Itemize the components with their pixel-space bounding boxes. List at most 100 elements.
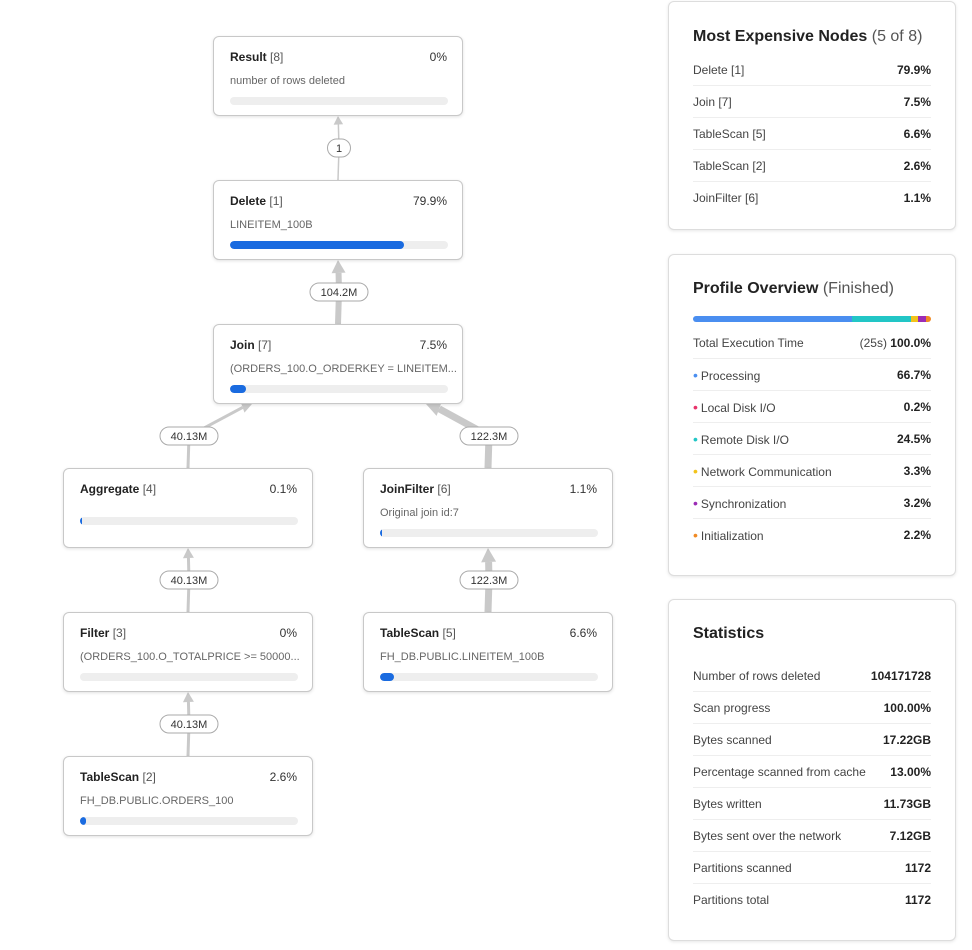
node-percent: 2.6% [269, 770, 297, 784]
node-title: Delete [1] [230, 194, 283, 208]
node-detail: Original join id:7 [380, 507, 459, 519]
row-label: JoinFilter [6] [693, 190, 759, 205]
node: Result [8] 0% number of rows deleted [213, 36, 463, 116]
legend-dot: • [693, 526, 698, 543]
row-value: 7.5% [903, 94, 931, 109]
row-value: 100.00% [883, 700, 931, 715]
row-value: 1.1% [903, 190, 931, 205]
row: • Network Communication 3.3% [693, 455, 931, 487]
row-value: 3.2% [903, 495, 931, 510]
node-name: Result [230, 50, 267, 64]
progress-track [230, 385, 448, 393]
row-value: 6.6% [903, 126, 931, 141]
row-value: 0.2% [903, 399, 931, 414]
legend-dot: • [693, 494, 698, 511]
edge-pill [159, 426, 219, 446]
row-value: 1172 [904, 892, 931, 907]
category-name: Initialization [700, 528, 764, 543]
node-percent: 0% [429, 50, 447, 64]
row-label: • Initialization [693, 527, 764, 543]
arrow-head [182, 692, 194, 703]
edge-pill [309, 282, 369, 302]
edge-pill [159, 570, 219, 590]
row-value: 66.7% [896, 367, 931, 382]
edge-pill [159, 714, 219, 734]
row: Scan progress 100.00% [693, 692, 931, 724]
node: JoinFilter [6] 1.1% Original join id:7 [363, 468, 613, 548]
arrow-head [240, 402, 252, 413]
panel-title: Most Expensive Nodes (5 of 8) [693, 28, 922, 46]
row: Bytes written 11.73GB [693, 788, 931, 820]
legend-dot: • [693, 398, 698, 415]
row: • Processing 66.7% [693, 359, 931, 391]
category-name: Processing [700, 368, 761, 383]
edge-pill [459, 426, 519, 446]
row-label: • Network Communication [693, 463, 832, 479]
row-label: Join [7] [693, 94, 732, 109]
node-title: TableScan [2] [80, 770, 156, 784]
node: Join [7] 7.5% (ORDERS_100.O_ORDERKEY = LIN… [213, 324, 463, 404]
node-percent: 0% [279, 626, 297, 640]
row-value: 104171728 [870, 668, 931, 683]
arrow-head [331, 260, 346, 274]
arrow-head [481, 548, 497, 563]
row: Total Execution Time (25s) 100.0% [693, 327, 931, 359]
node-detail: FH_DB.PUBLIC.LINEITEM_100B [380, 651, 545, 663]
node-id: [7] [258, 338, 272, 352]
node-title: Join [7] [230, 338, 271, 352]
progress-fill [230, 241, 405, 249]
row-value: 24.5% [896, 431, 931, 446]
row-label: Bytes scanned [693, 732, 772, 747]
node-id: [3] [112, 626, 127, 640]
row-value: 7.12GB [889, 828, 931, 843]
edge-layer: 1 104.2M 40.13M 122.3M 40.13M 122.3M 40.13M [159, 116, 519, 757]
row: Percentage scanned from cache 13.00% [693, 756, 931, 788]
node-detail: FH_DB.PUBLIC.ORDERS_100 [80, 795, 234, 807]
row-label: Delete [1] [693, 62, 745, 77]
node: Aggregate [4] 0.1% [63, 468, 313, 548]
node-percent: 6.6% [569, 626, 597, 640]
title: Most Expensive Nodes [693, 28, 868, 45]
node-name: TableScan [80, 770, 140, 784]
progress-fill [380, 673, 395, 681]
row-label: Scan progress [693, 700, 771, 715]
node-id: [4] [142, 482, 157, 496]
node-name: JoinFilter [380, 482, 435, 496]
node: Filter [3] 0% (ORDERS_100.O_TOTALPRICE >= … [63, 612, 313, 692]
progress-fill [80, 817, 86, 825]
legend-dot: • [693, 366, 698, 383]
node-title: Aggregate [4] [80, 482, 156, 496]
node-id: [1] [269, 194, 283, 208]
edge-label: 104.2M [321, 287, 358, 299]
row: Partitions total 1172 [693, 884, 931, 915]
row-label: Number of rows deleted [693, 668, 821, 683]
time-segment [918, 316, 926, 322]
time-segment [693, 316, 852, 322]
row-value: 3.3% [903, 463, 931, 478]
edge-pill [327, 138, 351, 158]
node-percent: 7.5% [419, 338, 447, 352]
progress-fill [230, 385, 247, 393]
row-label: Bytes sent over the network [693, 828, 842, 843]
row-label: TableScan [2] [693, 158, 766, 173]
row-label: Partitions total [693, 892, 770, 907]
category-name: Remote Disk I/O [700, 432, 789, 447]
legend-dot: • [693, 462, 698, 479]
row-value: 2.2% [903, 527, 931, 542]
label: Total Execution Time [693, 335, 804, 350]
rows: Number of rows deleted 104171728 Scan prog… [693, 660, 931, 915]
row: • Synchronization 3.2% [693, 487, 931, 519]
node-id: [5] [442, 626, 456, 640]
node-percent: 1.1% [569, 482, 597, 496]
title: Statistics [693, 625, 765, 642]
overview-panel: Profile Overview (Finished) Total Execut… [668, 254, 956, 576]
node-title: JoinFilter [6] [380, 482, 451, 496]
arrow-head [333, 116, 344, 125]
node-percent: 0.1% [269, 482, 297, 496]
node: TableScan [2] 2.6% FH_DB.PUBLIC.ORDERS_100 [63, 756, 313, 836]
rows: Total Execution Time (25s) 100.0% • Proces… [693, 327, 931, 550]
status: (Finished) [822, 280, 894, 297]
panel-title: Profile Overview (Finished) [693, 280, 894, 298]
row-label: Percentage scanned from cache [693, 764, 866, 779]
